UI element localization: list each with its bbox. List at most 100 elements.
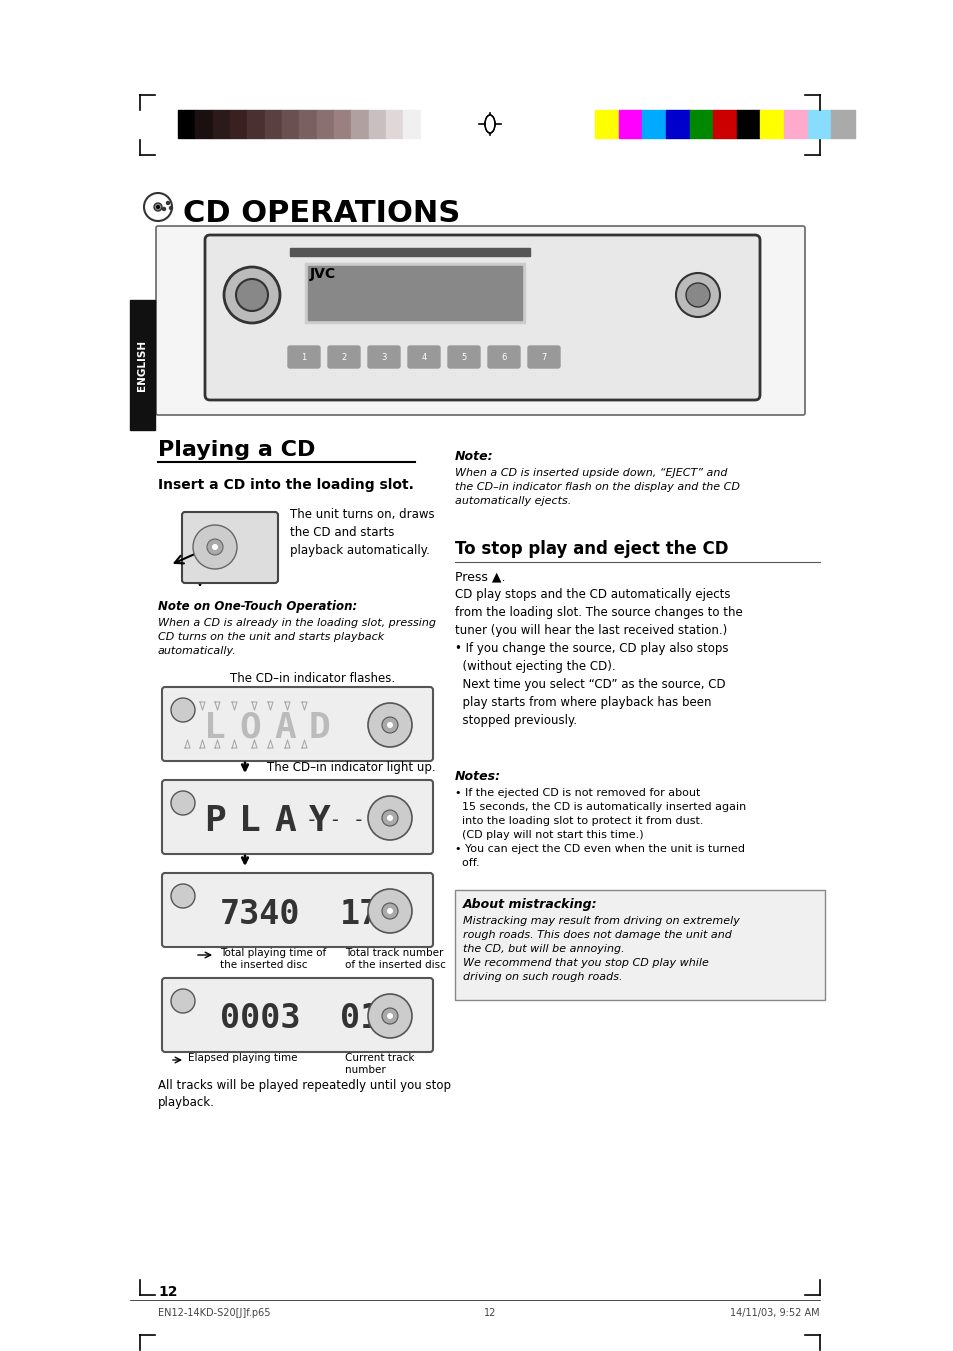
Text: L: L <box>239 804 260 838</box>
Circle shape <box>193 526 236 569</box>
Text: Playing a CD: Playing a CD <box>158 440 315 459</box>
Circle shape <box>171 698 194 721</box>
Bar <box>230 109 247 138</box>
FancyBboxPatch shape <box>205 235 760 400</box>
Text: 2: 2 <box>341 353 346 362</box>
Bar <box>195 109 213 138</box>
Text: D: D <box>309 711 331 744</box>
Text: CD play stops and the CD automatically ejects
from the loading slot. The source : CD play stops and the CD automatically e… <box>455 588 742 727</box>
Circle shape <box>685 282 709 307</box>
Circle shape <box>207 539 223 555</box>
Text: When a CD is already in the loading slot, pressing
CD turns on the unit and star: When a CD is already in the loading slot… <box>158 617 436 657</box>
Circle shape <box>381 1008 397 1024</box>
Bar <box>178 109 195 138</box>
Circle shape <box>387 908 393 915</box>
Text: ENGLISH: ENGLISH <box>137 339 148 390</box>
FancyBboxPatch shape <box>162 780 433 854</box>
Bar <box>299 109 316 138</box>
Circle shape <box>170 207 172 209</box>
Circle shape <box>387 721 393 728</box>
Bar <box>213 109 230 138</box>
Text: L: L <box>204 711 226 744</box>
Bar <box>689 109 713 138</box>
Bar <box>308 266 521 320</box>
Text: Note on One-Touch Operation:: Note on One-Touch Operation: <box>158 600 356 613</box>
Text: 0003: 0003 <box>219 1002 300 1035</box>
Circle shape <box>387 815 393 821</box>
Bar <box>807 109 830 138</box>
Circle shape <box>156 205 160 209</box>
Bar <box>783 109 807 138</box>
Text: A: A <box>274 711 295 744</box>
Text: Notes:: Notes: <box>455 770 500 784</box>
FancyBboxPatch shape <box>328 346 359 367</box>
Circle shape <box>368 889 412 934</box>
Text: Total playing time of: Total playing time of <box>220 948 326 958</box>
Circle shape <box>171 790 194 815</box>
Bar <box>736 109 760 138</box>
Text: Total track number: Total track number <box>345 948 443 958</box>
Text: About mistracking:: About mistracking: <box>462 898 597 911</box>
Circle shape <box>368 994 412 1038</box>
Text: The CD–in indicator flashes.: The CD–in indicator flashes. <box>230 671 395 685</box>
Text: 12: 12 <box>483 1308 496 1319</box>
Circle shape <box>162 208 165 211</box>
Circle shape <box>387 1013 393 1019</box>
Bar <box>305 263 524 323</box>
Text: 01: 01 <box>339 1002 379 1035</box>
Text: Note:: Note: <box>455 450 493 463</box>
Ellipse shape <box>484 115 495 132</box>
Text: Press ▲.: Press ▲. <box>455 570 505 584</box>
Text: 6: 6 <box>500 353 506 362</box>
Bar <box>247 109 264 138</box>
FancyBboxPatch shape <box>527 346 559 367</box>
Bar <box>334 109 351 138</box>
Circle shape <box>381 717 397 734</box>
Circle shape <box>381 811 397 825</box>
FancyArrowPatch shape <box>174 546 213 563</box>
Circle shape <box>368 796 412 840</box>
Circle shape <box>167 201 170 204</box>
Text: When a CD is inserted upside down, “EJECT” and
the CD–in indicator flash on the : When a CD is inserted upside down, “EJEC… <box>455 467 740 507</box>
FancyBboxPatch shape <box>162 873 433 947</box>
Text: the inserted disc: the inserted disc <box>220 961 307 970</box>
Circle shape <box>381 902 397 919</box>
Text: Insert a CD into the loading slot.: Insert a CD into the loading slot. <box>158 478 414 492</box>
Bar <box>351 109 368 138</box>
Circle shape <box>224 267 280 323</box>
Text: 14/11/03, 9:52 AM: 14/11/03, 9:52 AM <box>730 1308 820 1319</box>
Circle shape <box>235 280 268 311</box>
Bar <box>641 109 665 138</box>
Text: 1: 1 <box>301 353 306 362</box>
Circle shape <box>153 203 162 211</box>
FancyBboxPatch shape <box>368 346 399 367</box>
Text: To stop play and eject the CD: To stop play and eject the CD <box>455 540 728 558</box>
Text: JVC: JVC <box>310 267 335 281</box>
Circle shape <box>171 989 194 1013</box>
Text: CD OPERATIONS: CD OPERATIONS <box>183 199 459 227</box>
Bar <box>368 109 386 138</box>
FancyBboxPatch shape <box>408 346 439 367</box>
Bar <box>130 300 154 430</box>
Circle shape <box>368 703 412 747</box>
Text: - - -: - - - <box>305 812 364 831</box>
Bar <box>830 109 854 138</box>
Text: The CD–in indicator light up.: The CD–in indicator light up. <box>267 761 436 774</box>
Bar <box>290 249 530 255</box>
Bar <box>264 109 282 138</box>
FancyBboxPatch shape <box>156 226 804 415</box>
Text: 7: 7 <box>540 353 546 362</box>
Text: 4: 4 <box>421 353 426 362</box>
Circle shape <box>212 544 218 550</box>
FancyBboxPatch shape <box>448 346 479 367</box>
FancyBboxPatch shape <box>182 512 277 584</box>
Text: Elapsed playing time: Elapsed playing time <box>188 1052 297 1063</box>
Bar <box>403 109 420 138</box>
Bar <box>618 109 641 138</box>
Bar <box>595 109 618 138</box>
Bar <box>282 109 299 138</box>
Text: Y: Y <box>309 804 331 838</box>
Bar <box>455 890 824 1000</box>
Text: A: A <box>274 804 295 838</box>
Bar <box>760 109 783 138</box>
